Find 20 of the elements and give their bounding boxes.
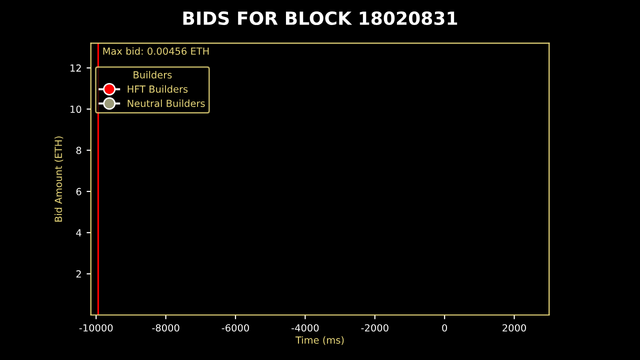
x-axis-title: Time (ms)	[295, 336, 344, 345]
x-tick-label: 0	[442, 324, 448, 332]
x-tick-label: 2000	[502, 324, 526, 332]
y-tick-label: 6	[76, 188, 82, 196]
legend-title: Builders	[134, 70, 172, 78]
y-tick-label: 8	[76, 146, 82, 154]
y-tick-label: 4	[76, 229, 82, 236]
x-tick-label: -8000	[152, 324, 180, 332]
x-tick-label: -2000	[361, 324, 388, 332]
y-axis-title: Bid Amount (ETH)	[54, 136, 64, 222]
annotation: Max bid: 0.00456 ETH	[103, 47, 209, 55]
x-tick-label: -4000	[292, 324, 319, 332]
chart-title: BIDS FOR BLOCK 18020831	[183, 11, 458, 26]
x-tick-label: -6000	[222, 324, 249, 332]
y-tick-label: 12	[70, 64, 81, 72]
y-tick-label: 10	[70, 106, 82, 113]
y-tick-label: 2	[76, 270, 81, 278]
legend-label: Neutral Builders	[128, 100, 205, 108]
legend-label: HFT Builders	[128, 85, 188, 93]
x-tick-label: -10000	[79, 324, 113, 332]
